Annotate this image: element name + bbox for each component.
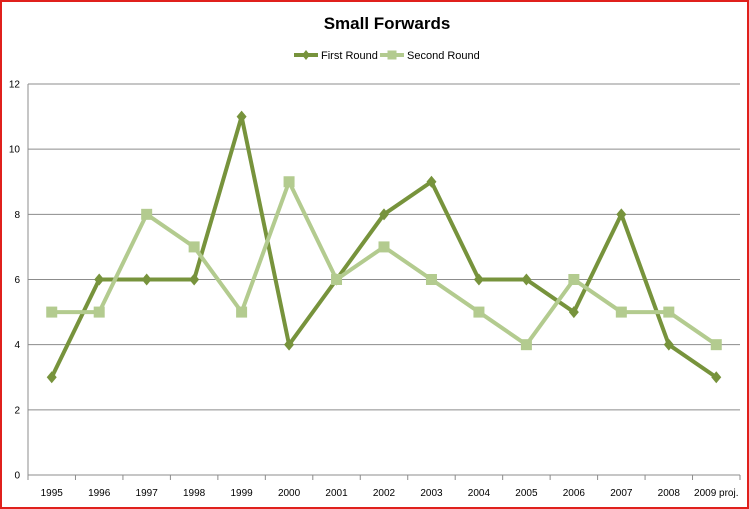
x-tick-label: 1995 (41, 488, 64, 499)
y-tick-label: 4 (14, 340, 20, 351)
data-point (236, 110, 247, 123)
data-point (46, 306, 58, 318)
x-tick-label: 2008 (658, 488, 681, 499)
data-point (425, 274, 437, 285)
y-tick-label: 8 (14, 210, 20, 221)
x-tick-label: 2001 (325, 488, 348, 499)
x-tick-label: 2009 proj. (694, 488, 738, 499)
data-point (521, 273, 532, 286)
x-tick-label: 2003 (420, 488, 443, 499)
data-point (141, 208, 153, 220)
legend-label: First Round (321, 50, 378, 62)
data-point (284, 338, 295, 351)
data-point (93, 306, 105, 318)
data-point (568, 306, 579, 319)
series-1 (46, 176, 722, 351)
series-0 (46, 110, 722, 384)
data-point (473, 306, 485, 318)
data-point (188, 241, 200, 253)
legend: First Round Second Round (294, 50, 480, 62)
chart-title: Small Forwards (324, 14, 451, 33)
data-point (710, 339, 722, 351)
data-point (663, 306, 675, 318)
x-tick-label: 2002 (373, 488, 396, 499)
data-point (236, 306, 248, 318)
x-tick-label: 2005 (515, 488, 538, 499)
series-line (51, 179, 718, 347)
data-point (473, 273, 484, 286)
data-point (616, 208, 627, 221)
x-tick-label: 2007 (610, 488, 633, 499)
data-point (426, 175, 437, 188)
data-point (46, 371, 57, 384)
legend-label: Second Round (407, 50, 480, 62)
series-layer (46, 110, 722, 384)
data-point (568, 274, 580, 285)
data-point (189, 273, 200, 286)
x-tick-label: 1998 (183, 488, 206, 499)
y-tick-label: 2 (14, 405, 20, 416)
y-tick-label: 10 (9, 145, 21, 156)
axes: 0 2 4 6 8 10 12 1995 1996 1997 1998 1999 2000 2001 200… (9, 80, 741, 499)
legend-marker (387, 50, 397, 60)
x-tick-label: 2006 (563, 488, 586, 499)
x-tick-label: 1996 (88, 488, 111, 499)
data-point (615, 306, 627, 318)
y-tick-label: 0 (14, 471, 20, 482)
data-point (379, 208, 389, 221)
x-tick-label: 1997 (136, 488, 159, 499)
data-point (520, 339, 532, 351)
data-point (378, 241, 390, 253)
y-tick-label: 12 (9, 80, 21, 91)
data-point (331, 274, 343, 285)
y-tick-label: 6 (14, 275, 20, 286)
data-point (94, 273, 105, 286)
data-point (141, 273, 152, 286)
x-tick-label: 2004 (468, 488, 491, 499)
legend-marker (302, 50, 310, 60)
x-tick-label: 1999 (230, 488, 253, 499)
data-point (711, 371, 722, 384)
x-tick-label: 2000 (278, 488, 301, 499)
data-point (283, 176, 295, 188)
data-point (663, 338, 674, 351)
